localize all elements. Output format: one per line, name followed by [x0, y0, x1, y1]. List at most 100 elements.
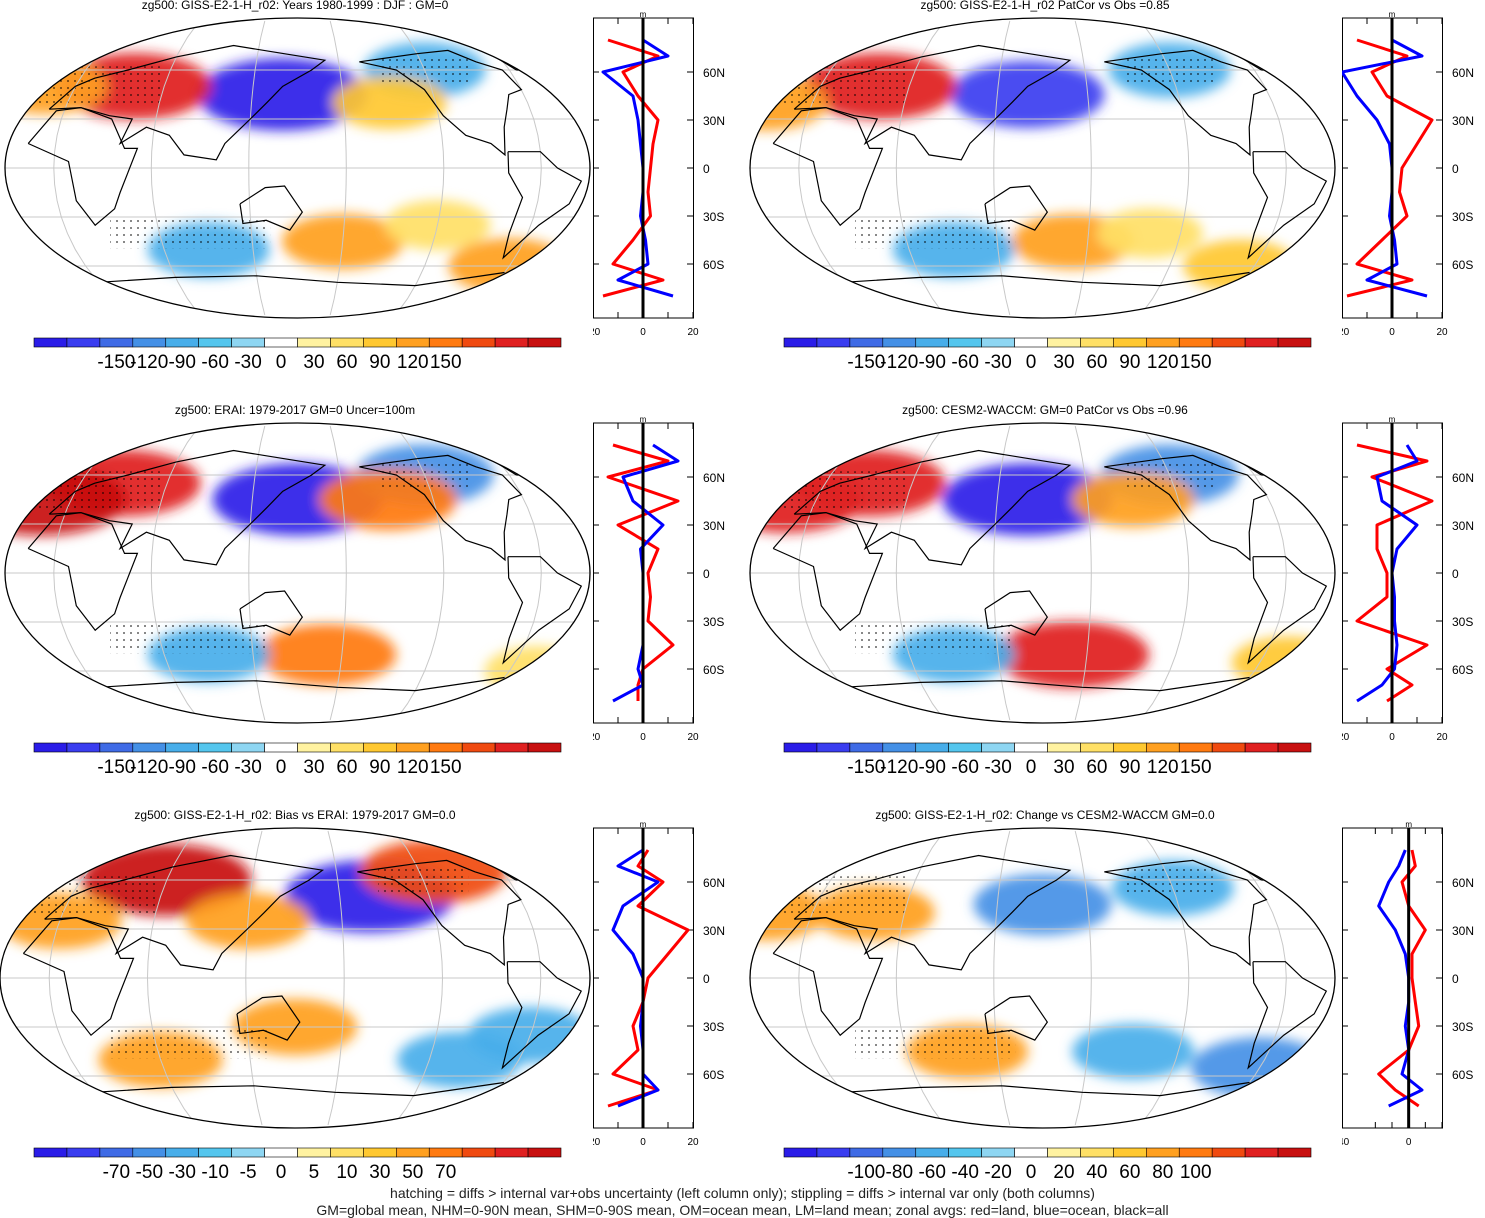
zonal-x-tick-label: 0 [1389, 327, 1395, 338]
lat-tick-label: 30N [703, 114, 725, 128]
map [749, 827, 1336, 1129]
colorbar-label: -90 [918, 757, 946, 778]
lat-tick-label: 60S [703, 663, 724, 677]
colorbar-label: -30 [234, 757, 262, 778]
lat-tick-label: 0 [703, 162, 710, 176]
colorbar-label: -120 [130, 352, 169, 373]
colorbar-label: -30 [234, 352, 262, 373]
lat-tick-label: 0 [703, 972, 710, 986]
colorbar-swatch [527, 1147, 562, 1158]
anomaly-blob [995, 621, 1150, 688]
zonal-unit-label: m [1389, 12, 1396, 19]
colorbar-swatch [297, 742, 331, 753]
colorbar-swatch [981, 337, 1015, 348]
colorbar-swatch [428, 742, 463, 753]
colorbar-label: 120 [396, 352, 429, 373]
colorbar-label: -150 [97, 757, 136, 778]
coastline [843, 676, 1250, 692]
colorbar-swatch [1047, 742, 1081, 753]
lat-tick-label: 0 [1452, 972, 1459, 986]
zonal-land-line [607, 849, 690, 1108]
coastline [239, 590, 304, 636]
coastline [22, 916, 135, 1037]
colorbar-label: -80 [885, 1162, 914, 1183]
colorbar [33, 337, 562, 348]
colorbar-label: 150 [1179, 352, 1212, 373]
graticule-lon [460, 425, 542, 721]
colorbar-swatch [1047, 337, 1081, 348]
colorbar-label: 30 [369, 1162, 391, 1183]
colorbar-label: -60 [951, 352, 979, 373]
colorbar-swatch [816, 1147, 851, 1158]
colorbar-swatch [849, 337, 884, 348]
colorbar-swatch [948, 1147, 982, 1158]
colorbar-swatch [231, 337, 265, 348]
zonal-x-tick-label: 20 [687, 327, 699, 338]
colorbar-label: 60 [1086, 352, 1108, 373]
colorbar-label: 150 [429, 757, 462, 778]
colorbar-label: 120 [396, 757, 429, 778]
colorbar-swatch [1047, 1147, 1081, 1158]
coastline [1104, 859, 1268, 967]
coastline [48, 44, 327, 161]
lat-tick-label: 30S [1452, 210, 1473, 224]
lat-tick-label: 60S [703, 258, 724, 272]
colorbar-swatch [396, 1147, 430, 1158]
zonal-unit-label: m [1389, 417, 1396, 424]
colorbar-label: 90 [1119, 757, 1141, 778]
colorbar-swatch [882, 337, 917, 348]
graticule-lon [460, 20, 542, 316]
colorbar-swatch [33, 337, 68, 348]
coastline [27, 106, 139, 227]
colorbar-swatch [1178, 742, 1213, 753]
colorbar-label: 5 [308, 1162, 320, 1183]
colorbar-label: -60 [201, 352, 229, 373]
colorbar-label: -100 [847, 1162, 886, 1183]
colorbar-swatch [527, 742, 562, 753]
colorbar-swatch [1244, 337, 1279, 348]
panel-giss-djf: zg500: GISS-E2-1-H_r02: Years 1980-1999 … [0, 0, 740, 390]
graticule-lon [146, 830, 197, 1126]
stippling [5, 471, 161, 512]
zonal-x-tick-label: -20 [1342, 327, 1350, 338]
coastline [502, 151, 583, 260]
colorbar-swatch [428, 1147, 463, 1158]
colorbar-swatch [1178, 337, 1213, 348]
colorbar [33, 1147, 562, 1158]
colorbar-label: 30 [303, 757, 325, 778]
graticule-lon [993, 20, 1011, 316]
lat-tick-label: 60S [1452, 258, 1473, 272]
colorbar-swatch [915, 337, 949, 348]
panel-title: zg500: GISS-E2-1-H_r02: Change vs CESM2-… [875, 808, 1215, 822]
zonal-unit-label: m [640, 12, 647, 19]
zonal-mean-plot: m 60N 30N 0 30S 60S -20 0 20 [1342, 12, 1474, 338]
colorbar-swatch [99, 742, 134, 753]
colorbar-swatch [66, 742, 101, 753]
colorbar-swatch [198, 1147, 232, 1158]
colorbar-label: 120 [1146, 352, 1179, 373]
colorbar-swatch [1014, 1147, 1048, 1158]
colorbar-label: 120 [1146, 757, 1179, 778]
colorbar-label: -120 [880, 352, 919, 373]
map [4, 422, 591, 724]
coastline [984, 185, 1049, 231]
coastline [772, 916, 884, 1037]
panel-giss-patcor: zg500: GISS-E2-1-H_r02 PatCor vs Obs =0.… [745, 0, 1485, 390]
colorbar-swatch [915, 1147, 949, 1158]
graticule-lon [48, 830, 131, 1126]
lat-tick-label: 60N [1452, 876, 1474, 890]
coastline [1247, 961, 1328, 1070]
colorbar [783, 742, 1312, 753]
colorbar-swatch [297, 337, 331, 348]
lat-tick-label: 60S [1452, 1068, 1473, 1082]
zonal-ocean-line [601, 38, 674, 298]
anomaly-blob [332, 76, 447, 129]
colorbar-swatch [428, 337, 463, 348]
zonal-x-tick-label: 20 [687, 1137, 699, 1148]
coastline [236, 995, 301, 1041]
colorbar-label: -20 [984, 1162, 1012, 1183]
lat-tick-label: 60N [1452, 66, 1474, 80]
graticule-lon [1140, 425, 1190, 721]
colorbar-swatch [1080, 1147, 1114, 1158]
coastline [98, 271, 505, 287]
